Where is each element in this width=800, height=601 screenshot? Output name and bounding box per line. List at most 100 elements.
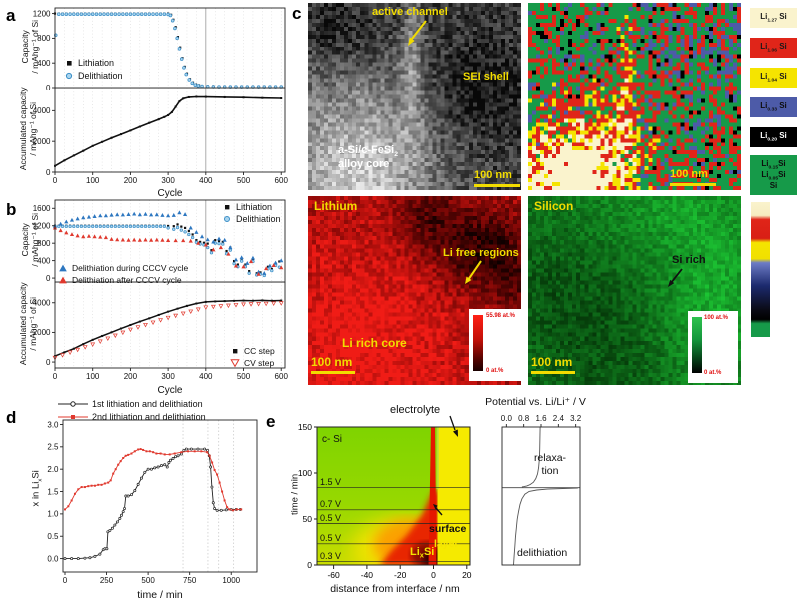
- annotation-li-free: Li free regions: [443, 247, 519, 259]
- si-colorbar-max: 100 at.%: [704, 315, 729, 321]
- svg-text:1.5: 1.5: [47, 487, 59, 496]
- voltage-label-3: 0.5 V: [320, 513, 341, 523]
- relaxation-label-2: tion: [541, 465, 559, 477]
- phase-colorbar: [751, 202, 770, 337]
- active-channel-arrow-icon: [408, 20, 427, 46]
- phase-legend-li033si: Li0.33 Si: [750, 97, 797, 117]
- legend-d-2nd: 2nd lithiation and delithiation: [58, 412, 206, 422]
- annotation-sei-shell: SEI shell: [463, 71, 509, 83]
- title-lithium-map: Lithium: [314, 199, 358, 213]
- svg-text:100: 100: [86, 372, 100, 381]
- chart-e-potential: 0.0 0.8 1.6 2.4 3.2: [501, 414, 582, 566]
- svg-text:-20: -20: [394, 570, 407, 580]
- axis-label-a-x: Cycle: [157, 188, 183, 199]
- scalebar-label-phase: 100 nm: [670, 168, 708, 180]
- electrolyte-arrow-icon: [449, 415, 456, 431]
- layer-label: layer: [434, 538, 459, 550]
- annotation-li-rich-core: Li rich core: [342, 336, 407, 350]
- svg-text:1200: 1200: [33, 222, 51, 231]
- surface-layer-stripe: [428, 427, 437, 565]
- svg-text:0: 0: [431, 570, 436, 580]
- svg-text:2000: 2000: [33, 328, 51, 337]
- voltage-label-1: 1.5 V: [320, 477, 341, 487]
- svg-text:0: 0: [46, 168, 51, 177]
- scalebar-label-si: 100 nm: [531, 355, 573, 369]
- svg-text:400: 400: [37, 256, 51, 265]
- chart-a-capacity: 0 400 800 1200: [33, 7, 286, 90]
- black-square-marker: [233, 349, 238, 354]
- axis-label-d-y: x in LixSi: [30, 470, 44, 507]
- svg-text:0: 0: [46, 84, 51, 90]
- red-triangle-marker: [59, 276, 67, 284]
- svg-text:500: 500: [237, 372, 251, 381]
- legend-d-1st: 1st lithiation and delithiation: [58, 399, 203, 409]
- svg-text:1.0: 1.0: [47, 510, 59, 519]
- legend-b-cccv-during: Delithiation during CCCV cycle: [58, 263, 188, 273]
- phase-legend-green: Li0.15Si Li0.05Si Si: [750, 155, 797, 195]
- relaxation-label-1: relaxa-: [533, 452, 567, 464]
- chart-e-map: c- Si 1.5 V 0.7 V 0.5 V 0.5 V 0.3 V LixS…: [298, 404, 472, 580]
- svg-text:-60: -60: [327, 570, 340, 580]
- title-silicon-map: Silicon: [534, 199, 574, 213]
- panel-label-c: c: [292, 4, 302, 23]
- li-free-arrow-icon: [465, 260, 482, 284]
- svg-text:100: 100: [298, 468, 312, 478]
- svg-text:400: 400: [199, 372, 213, 381]
- svg-text:0.0: 0.0: [501, 414, 513, 423]
- panel-label-e: e: [266, 412, 276, 431]
- voltage-label-2: 0.7 V: [320, 499, 341, 509]
- li-colorbar-min: 0 at.%: [486, 368, 504, 374]
- svg-text:50: 50: [303, 514, 313, 524]
- chart-a-accumulated: 0 2000 4000 0 100 200 300 400 500 600: [33, 88, 289, 185]
- svg-text:0: 0: [53, 372, 58, 381]
- svg-text:800: 800: [37, 34, 51, 43]
- e-map-yticks: 150 100 50 0: [298, 422, 317, 570]
- blue-circle-marker: [224, 216, 230, 222]
- svg-text:800: 800: [37, 239, 51, 248]
- svg-text:20: 20: [462, 570, 472, 580]
- scalebar-phase: [670, 183, 716, 186]
- scalebar-si: [531, 371, 575, 374]
- phase-legend-li106si: Li1.06 Si: [750, 38, 797, 58]
- panel-label-b: b: [6, 200, 17, 219]
- electrolyte-region: [437, 427, 470, 565]
- black-square-marker: [225, 205, 230, 210]
- axis-label-b-accumulated: Accumulated capacity / mAhg⁻¹ of Si: [18, 282, 38, 366]
- svg-text:300: 300: [161, 372, 175, 381]
- annotation-si-rich: Si rich: [672, 254, 706, 266]
- svg-text:150: 150: [298, 422, 312, 432]
- e-map-xticks: -60 -40 -20 0 20: [327, 565, 472, 580]
- svg-text:3.2: 3.2: [570, 414, 582, 423]
- si-colorbar: [692, 317, 702, 373]
- axis-label-b-x: Cycle: [157, 385, 183, 396]
- svg-text:1200: 1200: [33, 9, 51, 18]
- legend-b-cv-step: CV step: [230, 358, 274, 368]
- chart-b-capacity: 0 400 800 1200 1600: [33, 199, 286, 283]
- legend-a-delithiation: Delithiation: [64, 71, 123, 81]
- legend-b-delithiation: Delithiation: [222, 214, 281, 224]
- phase-legend-li020si: Li0.20 Si: [750, 127, 797, 147]
- axis-label-e-y: time / min: [289, 473, 301, 516]
- panel-label-d: d: [6, 408, 17, 427]
- si-colorbar-min: 0 at.%: [704, 370, 722, 376]
- phase-legend-li127si: Li1.27 Si: [750, 8, 797, 28]
- phase-legend-li104si: Li1.04 Si: [750, 68, 797, 88]
- voltage-label-5: 0.3 V: [320, 551, 341, 561]
- svg-text:4000: 4000: [33, 106, 51, 115]
- svg-text:2.0: 2.0: [47, 465, 59, 474]
- svg-text:750: 750: [183, 576, 197, 585]
- annotation-active-channel: active channel: [372, 6, 448, 18]
- annotation-alloy-core-2: alloy core: [338, 158, 390, 170]
- voltage-label-4: 0.5 V: [320, 533, 341, 543]
- e-map-field: [317, 427, 470, 565]
- svg-text:600: 600: [275, 372, 289, 381]
- svg-text:500: 500: [237, 176, 251, 185]
- legend-b-lithiation: Lithiation: [222, 202, 272, 212]
- scalebar-label-li: 100 nm: [311, 355, 353, 369]
- black-square-marker: [67, 61, 72, 66]
- scalebar-li: [311, 371, 355, 374]
- svg-text:600: 600: [275, 176, 289, 185]
- scalebar-haadf: [474, 184, 520, 187]
- svg-text:3.0: 3.0: [47, 420, 59, 429]
- li-colorbar: [473, 315, 483, 371]
